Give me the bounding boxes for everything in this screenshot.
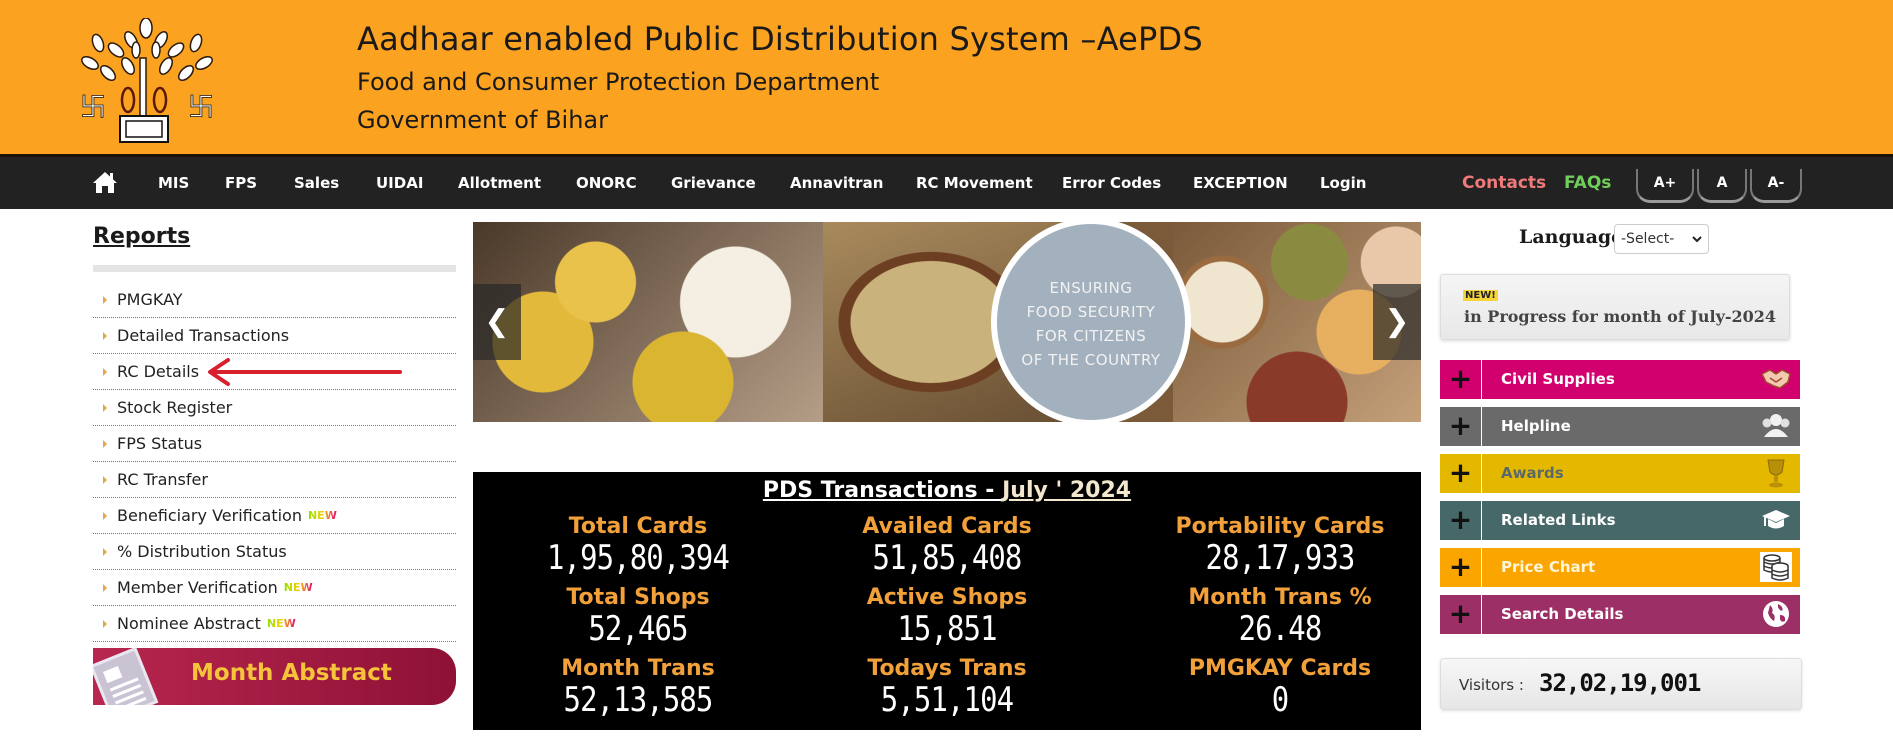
trophy-icon <box>1767 459 1785 488</box>
bullet-icon <box>103 583 107 592</box>
stat-availed-cards: Availed Cards 51,85,408 <box>862 514 1032 578</box>
stat-active-shops: Active Shops 15,851 <box>866 585 1028 649</box>
report-member-verification[interactable]: Member Verification NEW <box>93 570 456 606</box>
nav-rc-movement[interactable]: RC Movement <box>916 174 1033 192</box>
nav-login[interactable]: Login <box>1320 174 1367 192</box>
bullet-icon <box>103 367 107 376</box>
nav-allotment[interactable]: Allotment <box>458 174 542 192</box>
nav-fps[interactable]: FPS <box>225 174 258 192</box>
handshake-icon <box>1760 369 1791 389</box>
report-stock-register[interactable]: Stock Register <box>93 390 456 426</box>
link-price-chart[interactable]: + Price Chart <box>1440 548 1800 587</box>
progress-notice[interactable]: NEW! in Progress for month of July-2024 <box>1440 274 1790 340</box>
nav-contacts[interactable]: Contacts <box>1462 173 1547 193</box>
svg-text:卐: 卐 <box>188 93 214 123</box>
visitors-counter: Visitors : 32,02,19,001 <box>1440 658 1802 710</box>
reports-list: PMGKAY Detailed Transactions RC Details … <box>93 282 456 642</box>
stat-total-cards: Total Cards 1,95,80,394 <box>546 514 730 578</box>
report-detailed-transactions[interactable]: Detailed Transactions <box>93 318 456 354</box>
site-title: Aadhaar enabled Public Distribution Syst… <box>357 20 1203 58</box>
language-select[interactable]: -Select- <box>1614 224 1709 254</box>
government-name: Government of Bihar <box>357 106 608 134</box>
users-icon <box>1762 414 1790 437</box>
svg-text:卐: 卐 <box>80 93 106 123</box>
language-label: Language <box>1519 226 1624 248</box>
stat-total-shops: Total Shops 52,465 <box>566 585 710 649</box>
bullet-icon <box>103 403 107 412</box>
plus-icon: + <box>1440 501 1482 540</box>
pds-transactions-title: PDS Transactions - July ' 2024 <box>762 478 1132 503</box>
home-icon[interactable] <box>92 170 118 194</box>
font-decrease-button[interactable]: A- <box>1750 169 1802 203</box>
nav-faqs[interactable]: FAQs <box>1564 173 1612 193</box>
coins-icon <box>1760 552 1792 582</box>
globe-icon <box>1763 601 1789 627</box>
bullet-icon <box>103 439 107 448</box>
new-badge: NEW <box>266 617 296 630</box>
month-abstract-button[interactable]: Month Abstract <box>93 648 456 705</box>
pds-transactions-panel: PDS Transactions - July ' 2024 Total Car… <box>473 472 1421 730</box>
site-header: 卐 卐 Aadhaar enabled Public Distribution … <box>0 0 1893 154</box>
nav-uidai[interactable]: UIDAI <box>376 174 424 192</box>
image-carousel: ENSURING FOOD SECURITY FOR CITIZENS OF T… <box>473 222 1421 422</box>
new-badge: NEW <box>283 581 313 594</box>
report-distribution-status[interactable]: % Distribution Status <box>93 534 456 570</box>
bullet-icon <box>103 475 107 484</box>
bullet-icon <box>103 547 107 556</box>
banner-grain-sacks-image <box>473 222 823 422</box>
banner-slogan-circle: ENSURING FOOD SECURITY FOR CITIZENS OF T… <box>991 222 1191 422</box>
visitors-value: 32,02,19,001 <box>1539 669 1701 697</box>
plus-icon: + <box>1440 454 1482 493</box>
report-pmgkay[interactable]: PMGKAY <box>93 282 456 318</box>
reports-heading: Reports <box>93 224 191 249</box>
reports-divider <box>93 265 456 272</box>
main-nav: MIS FPS Sales UIDAI Allotment ONORC Grie… <box>0 154 1893 209</box>
link-civil-supplies[interactable]: + Civil Supplies <box>1440 360 1800 399</box>
new-tag: NEW! <box>1463 290 1498 301</box>
font-normal-button[interactable]: A <box>1697 169 1747 203</box>
stat-pmgkay-cards: PMGKAY Cards 0 <box>1188 656 1372 720</box>
red-arrow-annotation-icon <box>208 358 402 386</box>
nav-onorc[interactable]: ONORC <box>576 174 637 192</box>
bullet-icon <box>103 619 107 628</box>
stat-portability-cards: Portability Cards 28,17,933 <box>1175 514 1385 578</box>
plus-icon: + <box>1440 407 1482 446</box>
plus-icon: + <box>1440 548 1482 587</box>
nav-grievance[interactable]: Grievance <box>671 174 756 192</box>
link-related-links[interactable]: + Related Links <box>1440 501 1800 540</box>
link-search-details[interactable]: + Search Details <box>1440 595 1800 634</box>
bullet-icon <box>103 511 107 520</box>
month-abstract-label: Month Abstract <box>191 660 392 686</box>
plus-icon: + <box>1440 360 1482 399</box>
bihar-emblem-logo-icon: 卐 卐 <box>80 18 214 143</box>
nav-sales[interactable]: Sales <box>294 174 340 192</box>
report-fps-status[interactable]: FPS Status <box>93 426 456 462</box>
link-awards[interactable]: + Awards <box>1440 454 1800 493</box>
bullet-icon <box>103 295 107 304</box>
stat-month-trans: Month Trans 52,13,585 <box>561 656 715 720</box>
graduation-cap-icon <box>1762 510 1790 529</box>
carousel-next-button[interactable]: ❯ <box>1373 284 1421 360</box>
link-helpline[interactable]: + Helpline <box>1440 407 1800 446</box>
document-icon <box>93 648 159 705</box>
carousel-prev-button[interactable]: ❮ <box>473 284 521 360</box>
department-name: Food and Consumer Protection Department <box>357 68 880 96</box>
plus-icon: + <box>1440 595 1482 634</box>
nav-exception[interactable]: EXCEPTION <box>1193 174 1288 192</box>
stat-todays-trans: Todays Trans 5,51,104 <box>867 656 1027 720</box>
font-increase-button[interactable]: A+ <box>1636 169 1694 203</box>
nav-annavitran[interactable]: Annavitran <box>790 174 884 192</box>
nav-mis[interactable]: MIS <box>158 174 190 192</box>
bullet-icon <box>103 331 107 340</box>
new-badge: NEW <box>307 509 337 522</box>
report-rc-details[interactable]: RC Details <box>93 354 456 390</box>
report-beneficiary-verification[interactable]: Beneficiary Verification NEW <box>93 498 456 534</box>
report-rc-transfer[interactable]: RC Transfer <box>93 462 456 498</box>
stat-month-trans-percent: Month Trans % 26.48 <box>1188 585 1372 649</box>
progress-text: in Progress for month of July-2024 <box>1464 307 1777 326</box>
visitors-label: Visitors : <box>1459 676 1524 694</box>
report-nominee-abstract[interactable]: Nominee Abstract NEW <box>93 606 456 642</box>
chevron-down-icon <box>1692 236 1702 243</box>
nav-error-codes[interactable]: Error Codes <box>1062 174 1162 192</box>
